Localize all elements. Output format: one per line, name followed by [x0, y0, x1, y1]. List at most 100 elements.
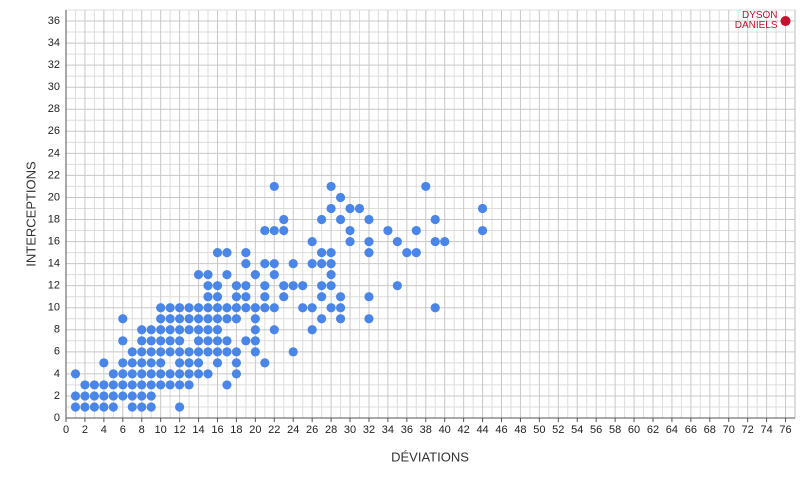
point — [260, 358, 270, 368]
point — [137, 391, 147, 401]
point — [203, 292, 213, 302]
point — [345, 236, 355, 247]
y-tick-label: 16 — [48, 235, 60, 247]
point — [184, 314, 194, 324]
point — [354, 203, 365, 214]
x-tick-label: 64 — [666, 424, 678, 436]
point — [335, 192, 346, 203]
point — [392, 236, 402, 247]
point — [345, 203, 355, 214]
x-tick-label: 18 — [230, 424, 242, 436]
point — [137, 369, 147, 379]
y-tick-label: 34 — [48, 37, 60, 49]
x-tick-label: 46 — [495, 424, 507, 436]
point — [203, 270, 213, 280]
point — [307, 236, 317, 247]
point — [477, 203, 488, 214]
point — [108, 369, 118, 379]
point — [326, 281, 336, 291]
x-tick-label: 16 — [211, 424, 223, 436]
point — [402, 247, 412, 258]
point — [430, 214, 440, 225]
x-tick-label: 14 — [192, 424, 204, 436]
point — [260, 225, 270, 236]
point — [212, 325, 223, 335]
point — [335, 292, 346, 302]
point — [146, 391, 156, 401]
point — [260, 292, 270, 302]
point — [99, 402, 109, 412]
point — [193, 325, 204, 335]
point — [440, 236, 450, 247]
point — [203, 369, 213, 379]
x-tick-label: 22 — [268, 424, 280, 436]
point — [193, 314, 204, 324]
point — [175, 336, 185, 346]
point — [383, 225, 393, 236]
point — [222, 303, 232, 313]
point — [118, 336, 128, 346]
point — [175, 402, 185, 412]
point — [364, 292, 374, 302]
point — [222, 270, 232, 280]
point — [99, 391, 109, 401]
point — [317, 259, 327, 269]
point — [165, 303, 175, 313]
point — [212, 314, 223, 324]
point — [335, 303, 346, 313]
point — [80, 402, 90, 412]
point — [250, 325, 260, 335]
point — [317, 314, 327, 324]
plot-area — [65, 9, 796, 419]
point — [137, 347, 147, 357]
y-tick-label: 14 — [48, 258, 60, 270]
x-tick-label: 34 — [382, 424, 394, 436]
point — [269, 259, 279, 269]
point — [193, 347, 204, 357]
x-axis-title: DÉVIATIONS — [391, 449, 469, 464]
x-tick-label: 20 — [249, 424, 261, 436]
point — [118, 314, 128, 324]
x-tick-label: 32 — [363, 424, 375, 436]
y-tick-label: 12 — [48, 280, 60, 292]
x-tick-label: 24 — [287, 424, 299, 436]
y-tick-label: 0 — [54, 412, 60, 424]
x-tick-label: 66 — [685, 424, 697, 436]
point — [80, 380, 90, 390]
point — [146, 358, 156, 368]
point — [269, 225, 279, 236]
point — [184, 369, 194, 379]
point — [175, 369, 185, 379]
point — [175, 347, 185, 357]
x-tick-label: 50 — [533, 424, 545, 436]
x-tick-label: 0 — [63, 424, 69, 436]
point — [146, 402, 156, 412]
point — [146, 347, 156, 357]
point — [203, 336, 213, 346]
x-tick-label: 56 — [590, 424, 602, 436]
x-tick-label: 76 — [779, 424, 791, 436]
point — [127, 402, 137, 412]
point — [326, 270, 336, 280]
point — [89, 391, 100, 401]
point — [127, 391, 137, 401]
point — [269, 325, 279, 335]
y-tick-label: 18 — [48, 213, 60, 225]
x-tick-label: 10 — [155, 424, 167, 436]
point — [175, 303, 185, 313]
point — [156, 303, 166, 313]
point — [364, 214, 374, 225]
point — [118, 380, 128, 390]
point — [222, 314, 232, 324]
point — [156, 369, 166, 379]
y-tick-label: 24 — [48, 147, 60, 159]
point — [203, 347, 213, 357]
x-tick-label: 52 — [552, 424, 564, 436]
y-tick-label: 20 — [48, 191, 60, 203]
x-tick-label: 58 — [609, 424, 621, 436]
point — [184, 358, 194, 368]
x-tick-label: 28 — [325, 424, 337, 436]
point — [317, 292, 327, 302]
point — [193, 270, 204, 280]
point — [231, 369, 242, 379]
